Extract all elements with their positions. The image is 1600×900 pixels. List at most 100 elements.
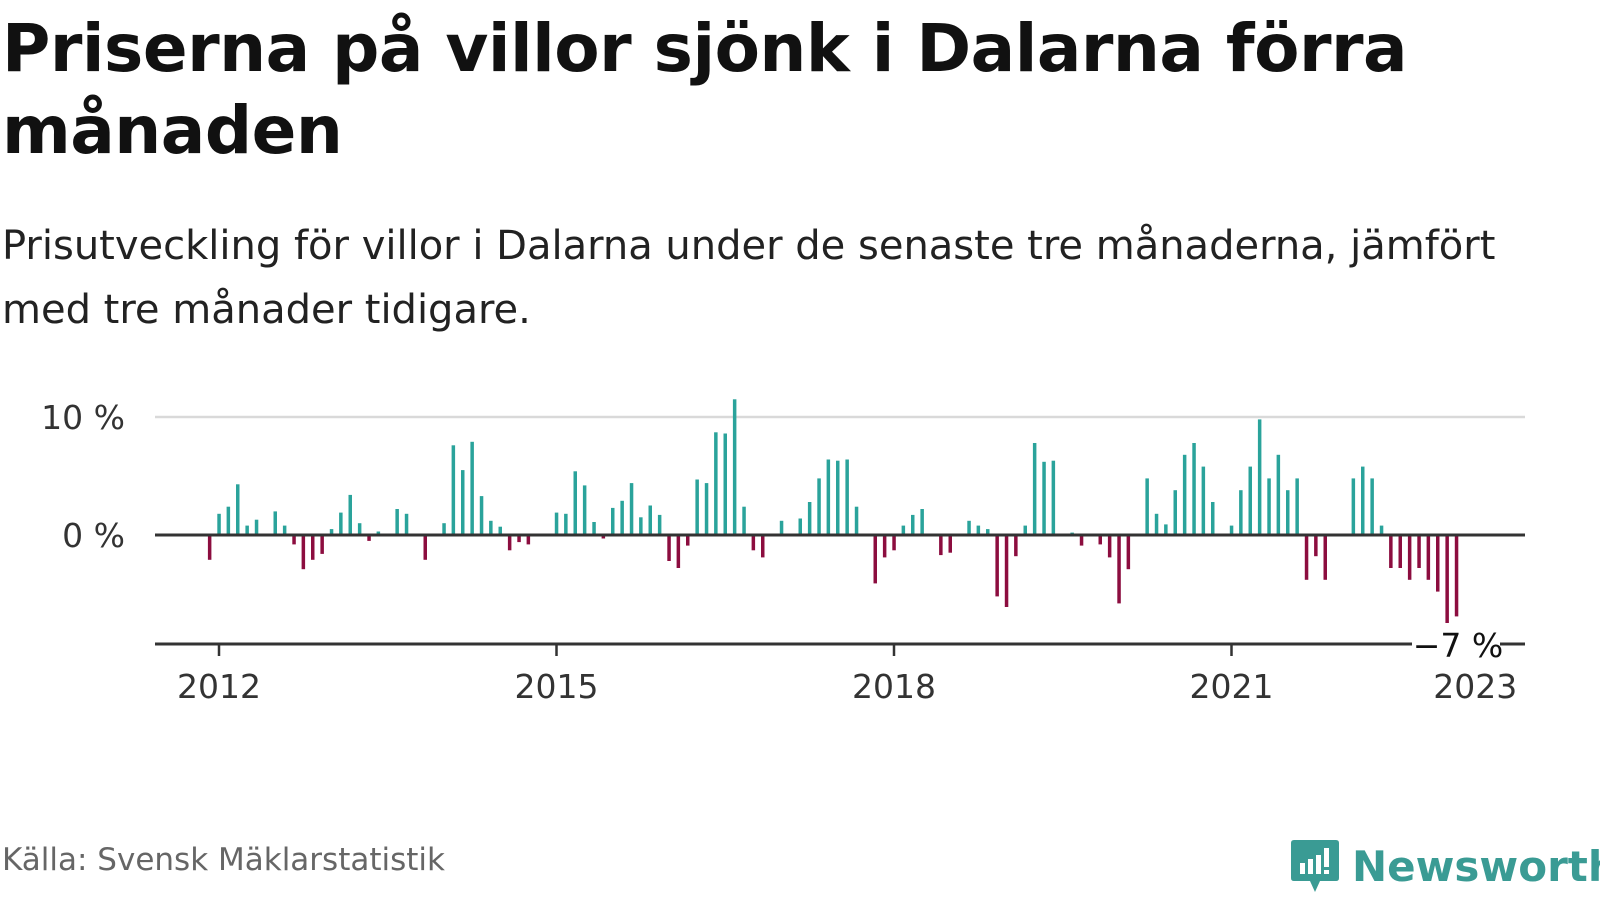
bar: [348, 494, 352, 535]
axis-labels: 10 % 0 % 2012 2015 2018 2021 2023−7 %: [41, 398, 1517, 706]
brand[interactable]: Newsworthy: [1290, 838, 1600, 894]
bar: [1098, 535, 1102, 545]
bar: [329, 529, 334, 535]
bar: [620, 500, 624, 535]
bar: [1436, 535, 1440, 592]
bar: [854, 506, 859, 535]
bar: [1351, 478, 1356, 535]
x-tick-label: 2015: [515, 667, 599, 706]
bar: [1398, 535, 1402, 568]
x-tick-label: 2018: [852, 667, 936, 706]
bar: [301, 535, 306, 570]
bar: [1004, 535, 1009, 607]
bar: [761, 535, 765, 558]
bar: [479, 496, 484, 535]
bar: [939, 535, 943, 556]
bar: [742, 506, 746, 535]
bar: [1014, 535, 1018, 557]
newsworthy-logo-icon: [1291, 840, 1339, 892]
annotation-background: [1412, 623, 1500, 663]
x-tick-label: 2012: [177, 667, 261, 706]
bar: [254, 519, 259, 535]
bar: [498, 526, 502, 535]
bar: [1079, 535, 1084, 546]
bar: [845, 459, 849, 535]
bar: [1454, 535, 1459, 617]
bar: [1304, 535, 1309, 580]
bar: [1023, 525, 1027, 535]
bar: [826, 459, 831, 535]
bar: [695, 479, 699, 535]
bar: [573, 471, 577, 535]
bar: [611, 507, 615, 535]
source-note: Källa: Svensk Mäklarstatistik: [2, 842, 445, 878]
y-tick-label: 0 %: [62, 516, 125, 555]
bar: [1323, 535, 1327, 580]
bar: [1239, 490, 1243, 535]
bar: [751, 535, 756, 551]
bar: [282, 525, 287, 535]
bar: [1192, 443, 1196, 535]
bar: [873, 535, 877, 584]
bar: [1145, 478, 1149, 535]
bar: [1286, 490, 1290, 535]
bar: [1211, 502, 1215, 535]
bar: [451, 445, 456, 535]
bar: [1182, 454, 1187, 535]
bar: [892, 535, 896, 551]
x-tick-label: 2023: [1433, 667, 1517, 706]
bar: [376, 531, 381, 535]
bar: [526, 535, 531, 545]
x-tick-label: 2021: [1190, 667, 1274, 706]
bar: [798, 518, 802, 535]
bar: [714, 432, 718, 535]
bar: [1276, 454, 1281, 535]
bar: [1389, 535, 1393, 568]
bar: [339, 512, 343, 535]
bar: [1229, 525, 1234, 535]
bar: [967, 520, 971, 535]
axes: [155, 533, 1525, 656]
bar: [1154, 513, 1159, 535]
bar: [236, 484, 240, 535]
bar: [217, 513, 221, 535]
bar: [836, 460, 840, 535]
bar: [442, 523, 446, 535]
bar: [489, 520, 493, 535]
bar: [1248, 466, 1252, 535]
bar: [657, 514, 662, 535]
bar: [807, 502, 812, 535]
bar: [1164, 524, 1168, 535]
bar: [404, 513, 409, 535]
chart-subtitle: Prisutveckling för villor i Dalarna unde…: [2, 223, 1496, 333]
bar: [732, 399, 737, 535]
bar: [423, 535, 427, 560]
bar: [582, 485, 587, 535]
bar: [592, 522, 596, 535]
bar: [1295, 478, 1299, 535]
bar: [723, 433, 727, 535]
bar: [648, 505, 652, 535]
bar: [564, 513, 568, 535]
bar: [1370, 478, 1374, 535]
bar: [817, 478, 821, 535]
bar: [667, 535, 671, 561]
bar: [245, 525, 249, 535]
bar: [986, 529, 990, 535]
bar: [1051, 460, 1056, 535]
bar: [273, 511, 277, 535]
bar: [676, 535, 681, 568]
bar: [207, 535, 212, 560]
bar: [1407, 535, 1412, 580]
bar: [1107, 535, 1112, 558]
bar: [639, 517, 643, 535]
bar: [470, 441, 474, 535]
bar: [1032, 443, 1037, 535]
bar: [1445, 535, 1449, 625]
bar: [882, 535, 887, 558]
y-tick-label: 10 %: [41, 398, 125, 437]
bar: [901, 525, 906, 535]
bar: [1173, 490, 1177, 535]
bar: [1379, 525, 1384, 535]
bar: [1042, 461, 1046, 535]
